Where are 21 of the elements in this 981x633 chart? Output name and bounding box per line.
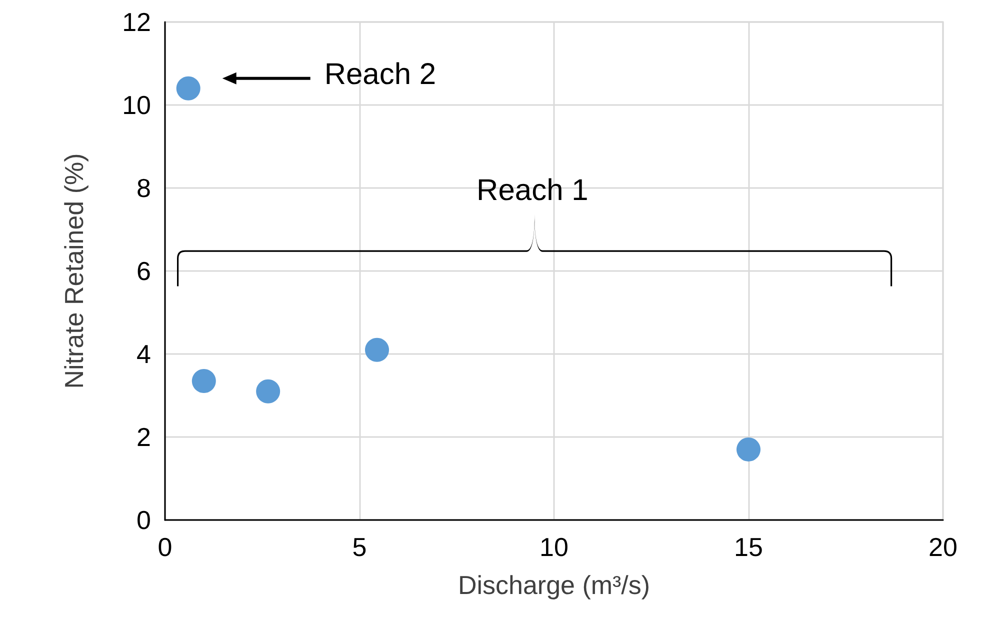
y-tick-label: 0 bbox=[136, 505, 151, 535]
y-tick-label: 10 bbox=[122, 90, 151, 120]
y-tick-label: 6 bbox=[136, 256, 151, 286]
point bbox=[365, 338, 390, 362]
y-tick-label: 4 bbox=[136, 339, 151, 369]
x-tick-label: 15 bbox=[734, 532, 763, 562]
annotation: Reach 1 bbox=[476, 174, 588, 208]
x-tick-label: 5 bbox=[352, 532, 367, 562]
y-axis-title: Nitrate Retained (%) bbox=[59, 153, 89, 389]
x-tick-label: 10 bbox=[540, 532, 568, 562]
point bbox=[736, 437, 760, 462]
point bbox=[176, 76, 200, 100]
annotation: Reach 2 bbox=[324, 58, 436, 92]
x-tick-label: 20 bbox=[928, 532, 958, 562]
x-axis-title: Discharge (m³/s) bbox=[458, 570, 650, 600]
point bbox=[192, 368, 216, 393]
y-tick-label: 2 bbox=[136, 422, 151, 452]
x-tick-label: 0 bbox=[158, 532, 172, 562]
y-tick-label: 8 bbox=[136, 173, 151, 203]
point bbox=[256, 379, 280, 404]
y-tick-label: 12 bbox=[122, 7, 151, 37]
